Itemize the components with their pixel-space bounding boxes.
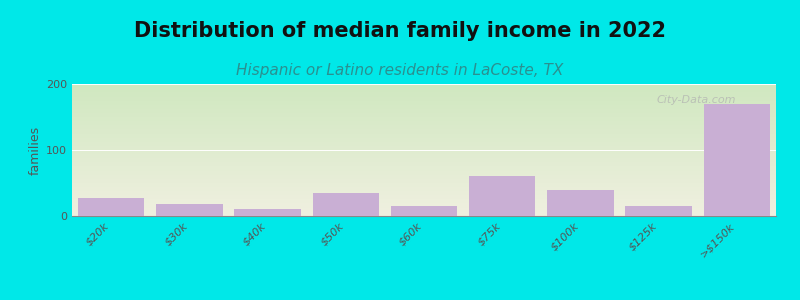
Text: Hispanic or Latino residents in LaCoste, TX: Hispanic or Latino residents in LaCoste,… — [236, 63, 564, 78]
Bar — [313, 193, 379, 216]
Bar — [78, 197, 144, 216]
Text: City-Data.com: City-Data.com — [656, 94, 736, 105]
Bar — [704, 104, 770, 216]
Bar — [547, 190, 614, 216]
Bar — [626, 206, 692, 216]
Bar — [234, 209, 301, 216]
Text: Distribution of median family income in 2022: Distribution of median family income in … — [134, 21, 666, 41]
Bar — [390, 206, 458, 216]
Bar — [469, 176, 535, 216]
Bar — [156, 204, 222, 216]
Y-axis label: families: families — [29, 125, 42, 175]
